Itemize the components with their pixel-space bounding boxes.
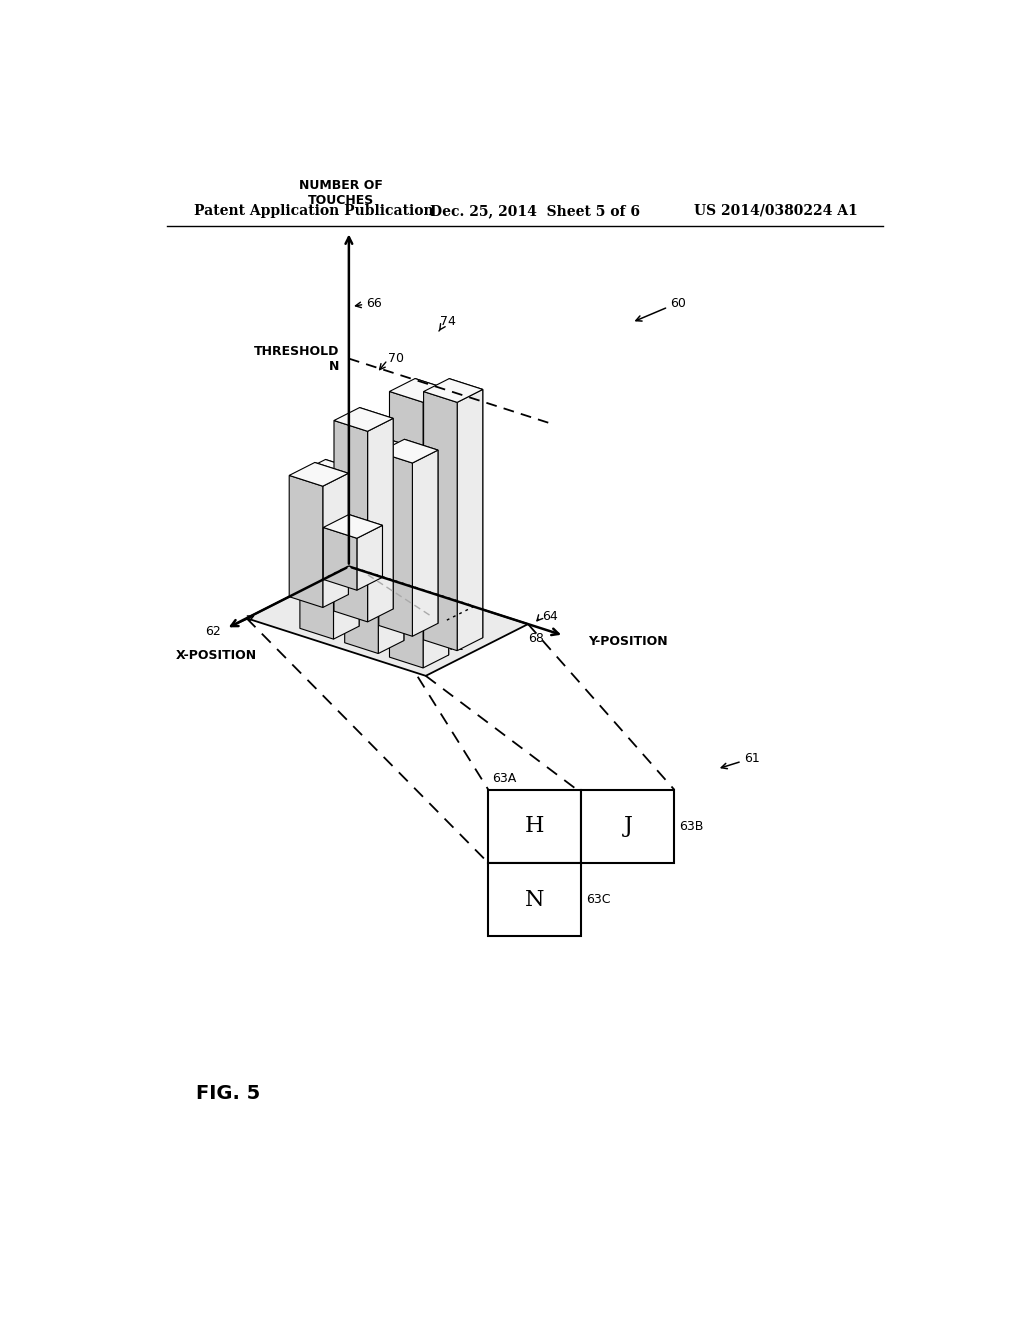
Polygon shape (289, 462, 348, 486)
Polygon shape (326, 459, 359, 626)
Bar (488, 863, 582, 936)
Polygon shape (389, 392, 423, 668)
Polygon shape (334, 470, 359, 639)
Polygon shape (424, 379, 482, 403)
Text: J: J (624, 816, 632, 837)
Polygon shape (424, 392, 457, 651)
Text: 72: 72 (447, 640, 464, 653)
Polygon shape (289, 475, 323, 607)
Text: US 2014/0380224 A1: US 2014/0380224 A1 (693, 203, 857, 218)
Text: 68: 68 (528, 632, 545, 644)
Polygon shape (359, 408, 393, 609)
Polygon shape (300, 459, 359, 483)
Text: Dec. 25, 2014  Sheet 5 of 6: Dec. 25, 2014 Sheet 5 of 6 (430, 203, 640, 218)
Polygon shape (389, 379, 449, 403)
Polygon shape (371, 433, 403, 640)
Text: 74: 74 (440, 315, 457, 327)
Polygon shape (379, 440, 438, 463)
Polygon shape (324, 528, 357, 590)
Polygon shape (349, 515, 383, 577)
Text: 66: 66 (366, 297, 382, 310)
Text: N: N (525, 888, 545, 911)
Polygon shape (423, 389, 449, 668)
Polygon shape (378, 445, 403, 653)
Text: 61: 61 (744, 752, 760, 766)
Bar (488, 789, 582, 863)
Polygon shape (413, 450, 438, 636)
Polygon shape (457, 389, 482, 651)
Text: X-POSITION: X-POSITION (175, 649, 256, 663)
Text: H: H (525, 816, 545, 837)
Text: 64: 64 (542, 610, 558, 623)
Text: 63C: 63C (586, 894, 610, 906)
Polygon shape (314, 462, 348, 594)
Polygon shape (300, 473, 334, 639)
Text: FIG. 5: FIG. 5 (197, 1085, 260, 1104)
Polygon shape (334, 408, 393, 432)
Text: Y-POSITION: Y-POSITION (588, 635, 668, 648)
Text: 70: 70 (388, 352, 404, 364)
Text: THRESHOLD
N: THRESHOLD N (254, 345, 340, 372)
Bar (582, 789, 675, 863)
Polygon shape (345, 446, 378, 653)
Polygon shape (415, 379, 449, 655)
Text: NUMBER OF
TOUCHES: NUMBER OF TOUCHES (299, 180, 383, 207)
Text: 60: 60 (671, 297, 686, 310)
Polygon shape (368, 418, 393, 622)
Polygon shape (357, 525, 383, 590)
Polygon shape (334, 421, 368, 622)
Text: 62: 62 (205, 624, 221, 638)
Polygon shape (404, 440, 438, 623)
Text: Patent Application Publication: Patent Application Publication (194, 203, 433, 218)
Polygon shape (323, 474, 348, 607)
Polygon shape (379, 453, 413, 636)
Polygon shape (247, 566, 528, 676)
Polygon shape (345, 433, 403, 457)
Text: 63B: 63B (679, 820, 703, 833)
Text: 63A: 63A (493, 772, 516, 785)
Polygon shape (450, 379, 482, 638)
Polygon shape (324, 515, 383, 539)
